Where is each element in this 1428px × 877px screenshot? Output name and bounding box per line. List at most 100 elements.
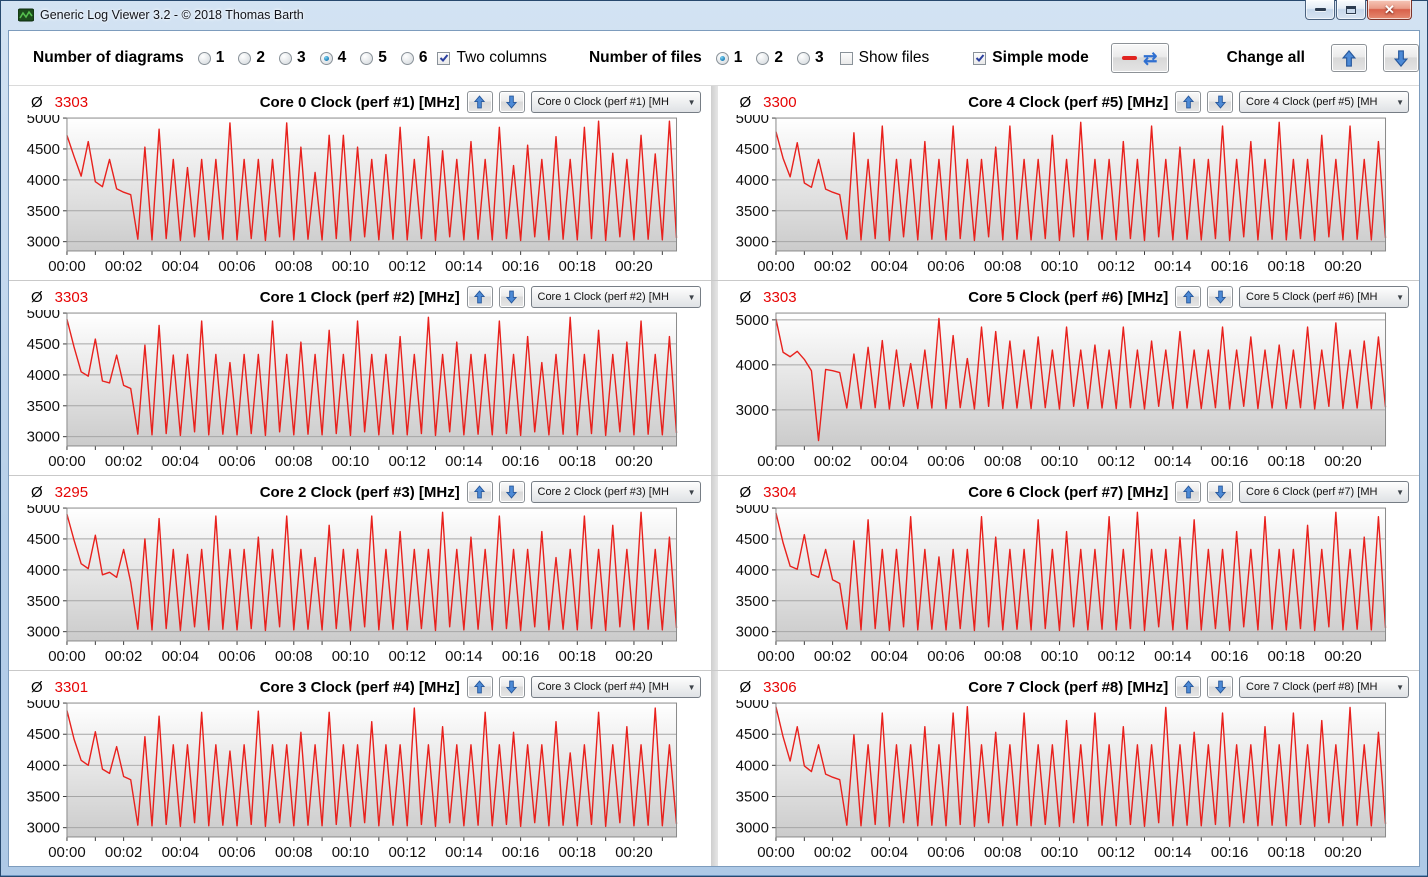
svg-text:00:12: 00:12 [1097, 844, 1134, 861]
move-down-button[interactable] [498, 91, 525, 113]
svg-text:00:20: 00:20 [615, 258, 652, 275]
signal-select[interactable]: Core 4 Clock (perf #5) [MH ▼ [1239, 91, 1409, 113]
svg-text:00:02: 00:02 [105, 844, 142, 861]
svg-text:5000: 5000 [27, 115, 60, 127]
move-down-button[interactable] [498, 481, 525, 503]
svg-text:00:00: 00:00 [757, 648, 794, 665]
svg-text:00:06: 00:06 [218, 258, 255, 275]
svg-text:00:18: 00:18 [1267, 844, 1304, 861]
svg-text:00:18: 00:18 [1267, 258, 1304, 275]
line-chart[interactable]: 3000 3500 4000 4500 5000 00:00 00:02 00:04 00:06… [726, 115, 1412, 278]
signal-select[interactable]: Core 0 Clock (perf #1) [MH ▼ [530, 91, 701, 113]
arrow-up-icon [1182, 95, 1194, 109]
svg-text:00:06: 00:06 [927, 258, 964, 275]
svg-text:4500: 4500 [735, 531, 768, 548]
svg-text:00:12: 00:12 [1097, 648, 1134, 665]
signal-select[interactable]: Core 5 Clock (perf #6) [MH ▼ [1239, 286, 1409, 308]
signal-select[interactable]: Core 7 Clock (perf #8) [MH ▼ [1239, 676, 1409, 698]
title-bar[interactable]: Generic Log Viewer 3.2 - © 2018 Thomas B… [8, 0, 1420, 30]
chart-header: Ø 3295 Core 2 Clock (perf #3) [MHz] Core … [17, 481, 703, 505]
signal-select[interactable]: Core 1 Clock (perf #2) [MH ▼ [530, 286, 701, 308]
close-button[interactable]: ✕ [1367, 0, 1412, 20]
move-up-button[interactable] [466, 481, 493, 503]
move-down-button[interactable] [1207, 481, 1233, 503]
radio-diagrams-2[interactable]: 2 [238, 49, 265, 67]
line-chart[interactable]: 3000 3500 4000 4500 5000 00:00 00:02 00:04 00:06… [17, 310, 703, 473]
change-all-up-button[interactable] [1331, 44, 1367, 72]
svg-text:4000: 4000 [27, 562, 60, 579]
radio-label: 1 [215, 49, 225, 66]
svg-text:4500: 4500 [27, 141, 60, 158]
move-up-button[interactable] [1175, 676, 1201, 698]
radio-diagrams-6[interactable]: 6 [400, 49, 427, 67]
svg-text:00:20: 00:20 [1324, 453, 1361, 470]
svg-text:4000: 4000 [27, 757, 60, 774]
show-files-checkbox[interactable]: Show files [839, 49, 929, 67]
svg-text:00:12: 00:12 [388, 648, 425, 665]
signal-select[interactable]: Core 3 Clock (perf #4) [MH ▼ [530, 676, 701, 698]
signal-select[interactable]: Core 2 Clock (perf #3) [MH ▼ [530, 481, 701, 503]
chart-panel: Ø 3304 Core 6 Clock (perf #7) [MHz] Core … [717, 476, 1419, 671]
svg-text:00:14: 00:14 [1154, 453, 1191, 470]
svg-text:3000: 3000 [27, 234, 60, 251]
refresh-icon: ⇄ [1143, 48, 1158, 68]
move-down-button[interactable] [498, 286, 525, 308]
avg-value: 3304 [763, 484, 797, 501]
svg-text:00:00: 00:00 [757, 258, 794, 275]
two-columns-checkbox[interactable]: Two columns [437, 49, 547, 67]
svg-text:00:12: 00:12 [388, 453, 425, 470]
radio-diagrams-4[interactable]: 4 [319, 49, 346, 67]
move-down-button[interactable] [1207, 91, 1233, 113]
svg-text:00:08: 00:08 [984, 258, 1021, 275]
move-down-button[interactable] [1207, 676, 1233, 698]
radio-files-1[interactable]: 1 [715, 49, 742, 67]
radio-files-3[interactable]: 3 [797, 49, 824, 67]
chart-controls: Core 7 Clock (perf #8) [MH ▼ [1175, 676, 1409, 698]
line-chart[interactable]: 3000 3500 4000 4500 5000 00:00 00:02 00:04 00:06… [726, 505, 1412, 668]
line-chart[interactable]: 3000 3500 4000 4500 5000 00:00 00:02 00:04 00:06… [726, 700, 1412, 864]
svg-text:00:16: 00:16 [1210, 453, 1247, 470]
radio-diagrams-3[interactable]: 3 [278, 49, 306, 67]
chart-header: Ø 3304 Core 6 Clock (perf #7) [MHz] Core … [726, 481, 1412, 505]
avg-value: 3303 [54, 94, 89, 111]
radio-diagrams-5[interactable]: 5 [360, 49, 387, 67]
line-chart[interactable]: 3000 3500 4000 4500 5000 00:00 00:02 00:04 00:06… [17, 700, 703, 864]
average-readout: Ø 3300 [740, 94, 797, 111]
line-chart[interactable]: 3000 3500 4000 4500 5000 00:00 00:02 00:04 00:06… [17, 115, 703, 278]
chart-title: Core 7 Clock (perf #8) [MHz] [968, 679, 1169, 696]
column-divider [710, 86, 718, 281]
chart-panel: Ø 3303 Core 1 Clock (perf #2) [MHz] Core … [9, 281, 711, 476]
line-chart[interactable]: 3000 3500 4000 4500 5000 00:00 00:02 00:04 00:06… [17, 505, 703, 668]
radio-files-2[interactable]: 2 [756, 49, 783, 67]
chart-title: Core 1 Clock (perf #2) [MHz] [259, 289, 460, 306]
move-down-button[interactable] [1207, 286, 1233, 308]
radio-diagrams-1[interactable]: 1 [197, 49, 225, 67]
avg-value: 3295 [54, 484, 89, 501]
move-up-button[interactable] [466, 91, 493, 113]
simple-mode-checkbox[interactable]: Simple mode [973, 49, 1089, 67]
move-up-button[interactable] [466, 286, 493, 308]
move-up-button[interactable] [1175, 286, 1201, 308]
arrow-down-icon [506, 485, 517, 499]
move-down-button[interactable] [498, 676, 525, 698]
signal-select[interactable]: Core 6 Clock (perf #7) [MH ▼ [1239, 481, 1409, 503]
svg-text:3500: 3500 [735, 593, 768, 610]
move-up-button[interactable] [1175, 481, 1201, 503]
svg-text:00:18: 00:18 [559, 453, 596, 470]
line-chart[interactable]: 3000 4000 5000 00:00 00:02 00:04 00:06 00:08 00:… [726, 310, 1412, 473]
minimize-button[interactable] [1305, 0, 1335, 20]
svg-text:00:00: 00:00 [48, 844, 85, 861]
change-all-down-button[interactable] [1383, 44, 1419, 72]
line-style-refresh-button[interactable]: ⇄ [1110, 43, 1169, 73]
maximize-button[interactable] [1336, 0, 1366, 20]
move-up-button[interactable] [1175, 91, 1201, 113]
chart-header: Ø 3303 Core 0 Clock (perf #1) [MHz] Core … [17, 91, 703, 115]
avg-symbol: Ø [739, 94, 752, 111]
svg-text:00:18: 00:18 [559, 258, 596, 275]
arrow-down-icon [1214, 95, 1226, 109]
svg-text:4000: 4000 [735, 562, 768, 579]
svg-text:00:00: 00:00 [757, 844, 794, 861]
arrow-down-icon [1394, 49, 1408, 67]
move-up-button[interactable] [466, 676, 493, 698]
column-divider [710, 671, 718, 866]
